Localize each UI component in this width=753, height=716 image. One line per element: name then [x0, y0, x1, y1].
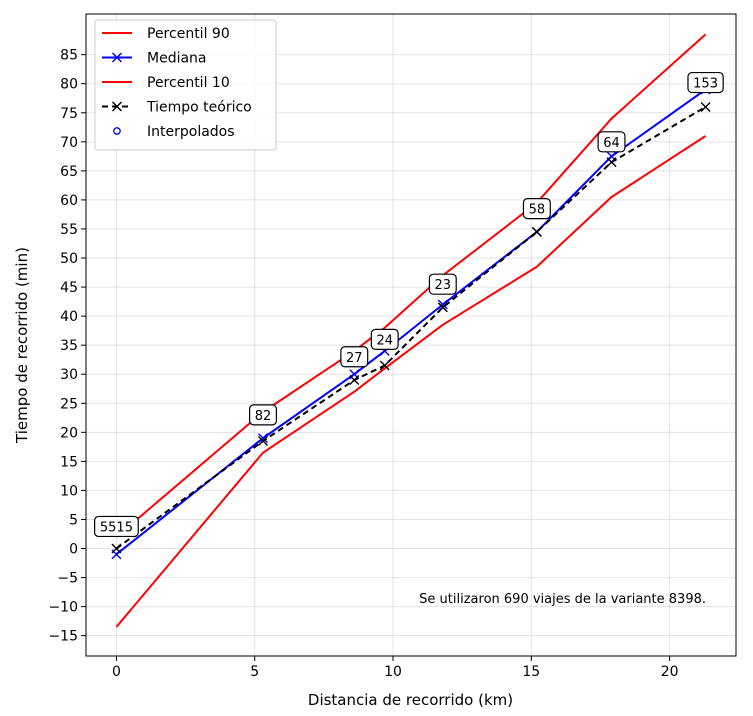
- legend-item-interpolados: Interpolados: [113, 124, 235, 140]
- count-label: 23: [428, 273, 457, 295]
- y-tick-label: −10: [48, 600, 78, 616]
- y-tick-label: 55: [60, 222, 78, 238]
- legend-box: [94, 19, 277, 151]
- count-label: 82: [249, 404, 278, 426]
- y-tick-label: 85: [60, 48, 78, 64]
- y-tick-label: 25: [60, 396, 78, 412]
- y-tick-label: 30: [60, 367, 78, 383]
- x-tick-label: 0: [112, 664, 121, 680]
- count-label-text: 24: [376, 333, 393, 348]
- count-label: 64: [597, 131, 626, 153]
- count-label-text: 82: [255, 409, 272, 424]
- y-axis-label: Tiempo de recorrido (min): [13, 247, 31, 444]
- count-label: 5515: [94, 515, 139, 538]
- y-tick-label: 5: [69, 512, 78, 528]
- series-line-tiempo-teorico: [115, 106, 707, 550]
- y-tick-label: 10: [60, 483, 78, 499]
- x-tick-label: 15: [522, 664, 540, 680]
- y-tick-label: −15: [48, 629, 78, 645]
- legend-marker: [112, 101, 122, 112]
- y-tick-label: 70: [60, 135, 78, 151]
- series-line-mediana: [115, 88, 707, 556]
- y-tick-label: 40: [60, 309, 78, 325]
- legend-label: Interpolados: [147, 124, 235, 140]
- point-mediana: [258, 433, 269, 444]
- legend-marker: [112, 52, 122, 63]
- y-tick-label: 80: [60, 77, 78, 93]
- plot-frame: [85, 13, 737, 657]
- point-labels: 5515 82 27 24 23 58 64 153: [94, 71, 724, 538]
- point-tiempo-teorico: [258, 436, 269, 447]
- legend-item-percentil-90: Percentil 90: [102, 26, 230, 42]
- x-axis-ticks: 0 5 10 15 20: [112, 656, 679, 680]
- point-tiempo-teorico: [531, 226, 542, 237]
- count-label-text: 153: [693, 77, 718, 92]
- count-label-text: 64: [603, 136, 620, 151]
- count-label-text: 23: [435, 278, 452, 293]
- trip-count-annotation: Se utilizaron 690 viajes de la variante …: [419, 592, 706, 607]
- y-tick-label: −5: [57, 571, 78, 587]
- x-tick-label: 20: [661, 664, 679, 680]
- x-tick-label: 5: [250, 664, 259, 680]
- y-tick-label: 50: [60, 251, 78, 267]
- legend-label: Percentil 90: [147, 26, 230, 42]
- y-tick-label: 35: [60, 338, 78, 354]
- point-tiempo-teorico: [111, 543, 122, 554]
- y-tick-label: 75: [60, 106, 78, 122]
- y-tick-label: 20: [60, 425, 78, 441]
- count-label: 27: [340, 346, 369, 368]
- point-tiempo-teorico: [606, 157, 617, 168]
- series-line-percentil-10: [115, 135, 707, 628]
- legend-label: Tiempo teórico: [146, 100, 252, 116]
- legend-label: Percentil 10: [147, 75, 230, 91]
- x-tick-label: 10: [384, 664, 402, 680]
- legend-item-mediana: Mediana: [102, 51, 207, 67]
- point-tiempo-teorico: [349, 375, 360, 386]
- legend-item-tiempo-teorico: Tiempo teórico: [102, 100, 252, 116]
- y-tick-label: 45: [60, 280, 78, 296]
- y-tick-label: 60: [60, 193, 78, 209]
- x-axis-label: Distancia de recorrido (km): [308, 691, 513, 709]
- count-label: 153: [687, 71, 724, 94]
- count-label-text: 27: [346, 351, 363, 366]
- point-tiempo-teorico: [379, 360, 390, 371]
- y-tick-label: 0: [69, 542, 78, 558]
- count-label: 58: [522, 198, 551, 220]
- legend-label: Mediana: [147, 51, 207, 67]
- point-mediana: [437, 299, 448, 310]
- y-tick-label: 65: [60, 164, 78, 180]
- legend-item-percentil-10: Percentil 10: [102, 75, 230, 91]
- count-label: 24: [370, 328, 399, 350]
- y-tick-label: 15: [60, 454, 78, 470]
- grid: [86, 14, 736, 656]
- count-label-text: 58: [529, 203, 546, 218]
- count-label-text: 5515: [100, 520, 133, 535]
- y-axis-ticks: −15 −10 −5 0 5 10 15 20 25 30 35 40 45 50 55 60 65 70 75 80…: [48, 48, 86, 645]
- point-tiempo-teorico: [437, 302, 448, 313]
- legend: Percentil 90 Mediana Percentil 10 Tiempo te…: [94, 19, 277, 151]
- point-tiempo-teorico: [700, 101, 711, 112]
